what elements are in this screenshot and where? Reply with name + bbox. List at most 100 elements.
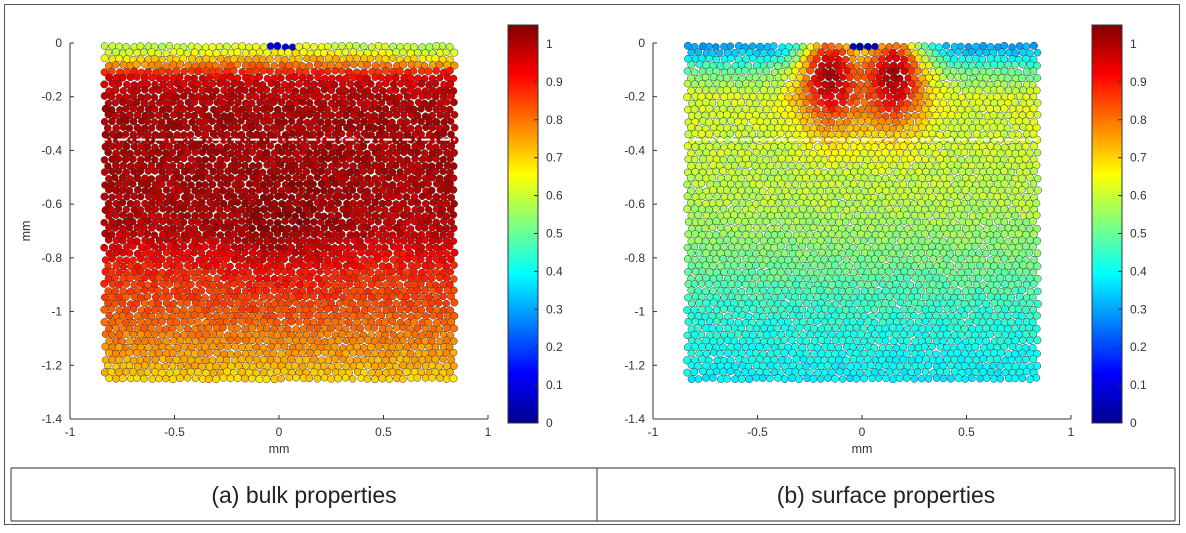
particle xyxy=(137,193,145,201)
particle xyxy=(288,117,296,125)
particle xyxy=(712,43,720,51)
particle xyxy=(334,199,342,207)
particle xyxy=(108,280,117,288)
particle xyxy=(442,224,451,233)
particle xyxy=(769,218,778,226)
particle xyxy=(954,261,963,270)
particle xyxy=(697,129,706,138)
particle xyxy=(752,123,760,132)
particle xyxy=(903,274,911,282)
particle xyxy=(180,342,189,351)
particle xyxy=(742,304,751,313)
particle xyxy=(967,261,976,270)
particle xyxy=(334,361,343,370)
particle xyxy=(389,54,397,62)
particle xyxy=(147,324,155,332)
particle xyxy=(248,224,256,233)
particle xyxy=(716,149,725,158)
particle xyxy=(974,236,983,245)
particle xyxy=(392,210,400,219)
x-tick-label: -0.5 xyxy=(164,425,185,439)
particle xyxy=(827,42,836,51)
particle xyxy=(767,199,776,207)
particle xyxy=(814,205,822,213)
particle xyxy=(805,217,814,226)
particle xyxy=(223,154,231,163)
particle xyxy=(194,204,203,213)
particle xyxy=(104,49,112,57)
particle xyxy=(770,168,778,177)
particle xyxy=(744,274,753,282)
particle xyxy=(860,174,868,182)
particle xyxy=(205,286,214,295)
particle xyxy=(162,374,170,383)
particle xyxy=(392,110,401,119)
particle xyxy=(906,154,915,163)
particle xyxy=(285,336,294,345)
particle xyxy=(431,154,440,163)
particle xyxy=(176,48,185,56)
particle xyxy=(208,79,217,88)
particle xyxy=(169,123,178,132)
particle xyxy=(760,324,768,332)
particle xyxy=(277,86,285,95)
particle xyxy=(273,80,281,88)
particle xyxy=(442,98,451,106)
particle xyxy=(255,349,264,357)
particle xyxy=(899,330,908,338)
particle xyxy=(165,292,173,301)
particle xyxy=(328,249,336,258)
particle xyxy=(914,154,922,163)
particle xyxy=(816,187,825,195)
panel-surface-properties: 0-0.2-0.4-0.6-0.8-1-1.2-1.4-1 -0.5 0 0.5 1mm… xyxy=(624,24,1147,456)
particle xyxy=(435,148,443,156)
particle xyxy=(400,148,408,157)
particle xyxy=(892,93,901,102)
particle xyxy=(367,343,375,352)
particle xyxy=(247,99,256,108)
particle xyxy=(1019,123,1027,131)
particle xyxy=(269,98,278,107)
particle xyxy=(316,204,324,213)
particle xyxy=(885,292,894,301)
particle xyxy=(420,149,429,157)
particle xyxy=(946,324,954,332)
particle xyxy=(968,110,977,119)
particle xyxy=(731,73,739,82)
particle xyxy=(208,55,217,64)
particle xyxy=(122,330,131,339)
particle xyxy=(439,167,447,176)
particle xyxy=(683,142,692,151)
particle xyxy=(316,105,325,114)
particle xyxy=(449,186,458,194)
particle xyxy=(939,123,947,131)
particle xyxy=(100,305,109,314)
particle xyxy=(334,161,343,169)
particle xyxy=(184,325,192,333)
particle xyxy=(191,261,199,270)
particle xyxy=(262,186,270,195)
particle xyxy=(435,224,444,233)
particle xyxy=(255,274,264,283)
particle xyxy=(864,281,872,289)
particle xyxy=(381,117,390,126)
particle xyxy=(176,173,184,182)
particle xyxy=(168,162,177,170)
particle xyxy=(699,242,707,251)
particle xyxy=(247,123,256,132)
particle xyxy=(799,204,807,213)
particle xyxy=(803,299,811,307)
particle xyxy=(741,129,749,138)
particle xyxy=(720,279,729,288)
particle xyxy=(874,237,883,245)
particle xyxy=(255,186,263,194)
particle xyxy=(263,349,271,358)
particle xyxy=(760,224,768,232)
particle xyxy=(330,292,339,301)
particle xyxy=(756,330,765,339)
particle xyxy=(828,142,837,150)
particle xyxy=(928,242,936,251)
particle xyxy=(125,111,134,120)
particle xyxy=(957,268,965,277)
particle xyxy=(770,155,779,163)
